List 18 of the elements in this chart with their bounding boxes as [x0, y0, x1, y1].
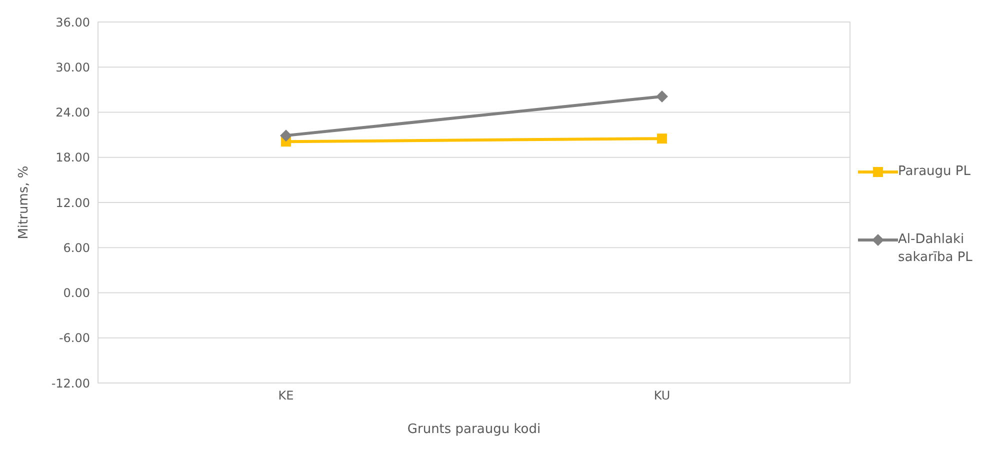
y-tick-label: 18.00	[56, 150, 90, 165]
y-axis-title: Mitrums, %	[16, 166, 32, 240]
point	[656, 90, 668, 102]
y-tick-label: 6.00	[63, 240, 90, 255]
y-tick-label: -6.00	[58, 331, 90, 346]
y-tick-label: -12.00	[51, 376, 90, 390]
y-tick-label: 36.00	[56, 15, 90, 30]
legend-label: Al-Dahlaki sakarība PL	[898, 231, 973, 267]
x-tick-label: KE	[278, 388, 294, 403]
x-axis-title: Grunts paraugu kodi	[407, 422, 541, 437]
y-tick-label: 30.00	[56, 60, 90, 74]
x-tick-label: KU	[654, 388, 670, 403]
y-tick-label: 0.00	[63, 286, 90, 300]
legend-label: Paraugu PL	[898, 163, 970, 181]
y-tick-label: 12.00	[56, 196, 90, 210]
point	[280, 130, 292, 142]
y-tick-label: 24.00	[56, 106, 90, 120]
point	[657, 134, 667, 144]
